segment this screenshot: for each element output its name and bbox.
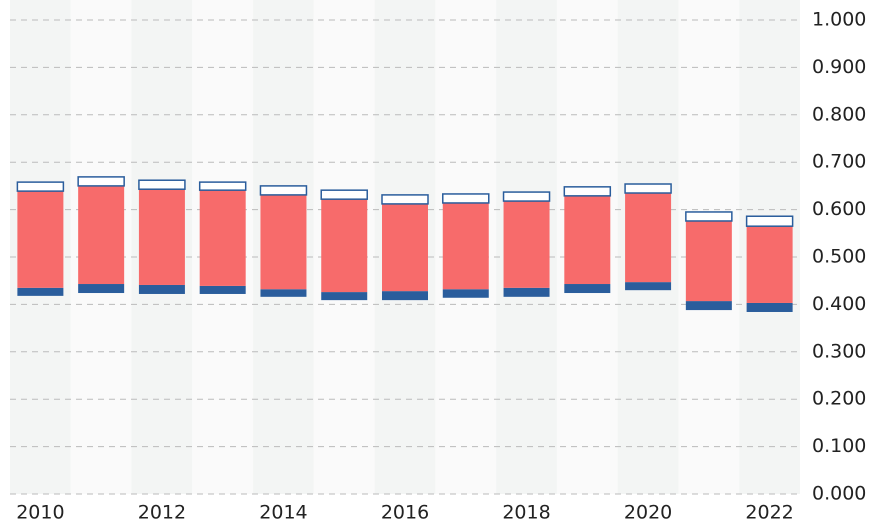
x-tick-label: 2012 [138,502,186,522]
bar-segment [138,189,185,285]
y-tick-label: 0.800 [812,103,866,125]
bar-segment [503,201,550,288]
bar-segment [564,195,611,285]
bar-segment [746,226,793,303]
bar-segment [321,292,368,301]
bar-segment [138,284,185,294]
bar-segment [17,287,64,296]
y-tick-label: 1.000 [812,9,866,31]
bar-segment [260,289,307,297]
bar-segment [321,199,368,293]
bar-segment [77,176,125,187]
bar-segment [625,193,672,283]
bar-segment [16,181,65,192]
y-tick-label: 0.100 [812,435,866,457]
bar-segment [259,185,308,196]
y-tick-label: 0.000 [812,483,866,505]
bar-segment [78,185,125,285]
bar-segment [685,211,733,222]
x-tick-label: 2016 [381,502,429,522]
bar-segment [563,186,612,197]
bar-segment [260,194,307,290]
bar-segment [198,181,247,191]
y-tick-label: 0.300 [812,340,866,362]
y-tick-label: 0.600 [812,198,866,220]
y-tick-label: 0.400 [812,293,866,315]
bar-segment [685,220,732,302]
bar-segment [625,282,672,291]
bar-segment [381,194,429,205]
bar-segment [503,287,550,297]
bar-segment [746,302,793,312]
bar-segment [199,190,246,286]
y-tick-label: 0.500 [812,246,866,268]
bar-segment [442,202,489,290]
x-tick-label: 2018 [502,502,550,522]
x-tick-label: 2022 [745,502,793,522]
x-tick-label: 2020 [624,502,672,522]
bar-segment [502,191,551,202]
bar-segment [382,291,428,301]
bar-segment [564,284,611,294]
x-tick-label: 2010 [16,502,64,522]
bar-segment [442,289,489,298]
y-tick-label: 0.900 [812,56,866,78]
bar-segment [138,179,186,190]
bar-segment [442,193,490,204]
bar-segment [382,203,428,292]
bar-segment [624,183,672,194]
bar-segment [745,215,794,227]
bar-segment [17,191,64,288]
bar-segment [78,284,125,294]
x-tick-label: 2014 [259,502,307,522]
bar-segment [199,285,246,294]
bar-segment [320,189,368,200]
bar-segment [685,301,732,311]
y-tick-label: 0.200 [812,388,866,410]
y-tick-label: 0.700 [812,151,866,173]
